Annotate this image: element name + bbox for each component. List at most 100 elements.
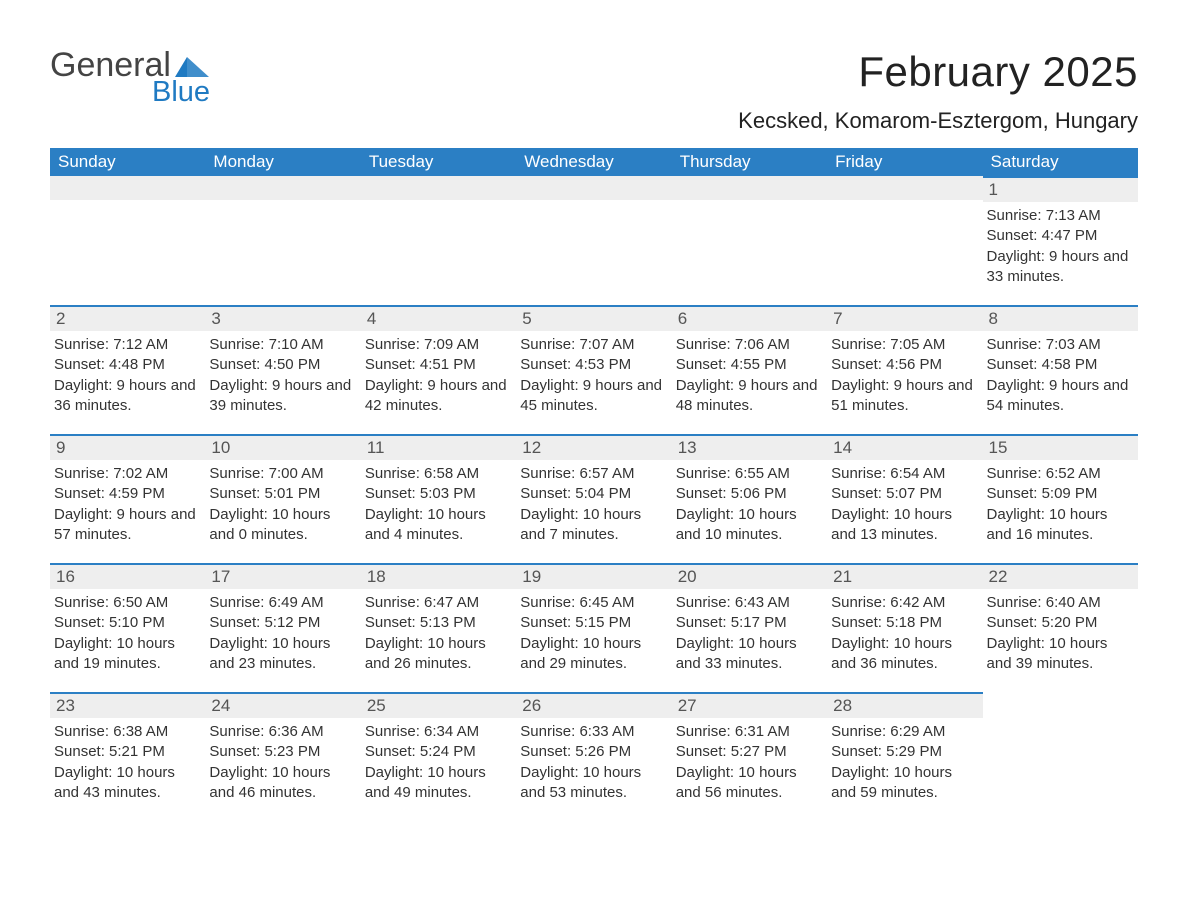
calendar-cell-data bbox=[205, 202, 360, 305]
calendar-cell-daynum: 19 bbox=[516, 563, 671, 589]
sunset-line: Sunset: 5:09 PM bbox=[987, 484, 1132, 504]
sunset-line: Sunset: 5:24 PM bbox=[365, 742, 510, 762]
calendar-cell-daynum: 16 bbox=[50, 563, 205, 589]
sunrise-line: Sunrise: 6:33 AM bbox=[520, 722, 665, 742]
sunrise-line: Sunrise: 6:55 AM bbox=[676, 464, 821, 484]
calendar-cell-daynum: 25 bbox=[361, 692, 516, 718]
day-number: 18 bbox=[361, 563, 516, 589]
weekday-header: Monday bbox=[205, 148, 360, 176]
day-number: 23 bbox=[50, 692, 205, 718]
day-number: 4 bbox=[361, 305, 516, 331]
calendar-cell-daynum bbox=[205, 176, 360, 202]
flag-icon bbox=[175, 53, 209, 77]
weekday-header: Friday bbox=[827, 148, 982, 176]
calendar-cell-data: Sunrise: 6:49 AMSunset: 5:12 PMDaylight:… bbox=[205, 589, 360, 692]
day-details bbox=[50, 202, 205, 302]
day-details: Sunrise: 6:49 AMSunset: 5:12 PMDaylight:… bbox=[205, 589, 360, 692]
day-number: 5 bbox=[516, 305, 671, 331]
sunset-line: Sunset: 5:07 PM bbox=[831, 484, 976, 504]
calendar-cell-data: Sunrise: 7:13 AMSunset: 4:47 PMDaylight:… bbox=[983, 202, 1138, 305]
day-number bbox=[983, 692, 1138, 696]
calendar-cell-data: Sunrise: 7:10 AMSunset: 4:50 PMDaylight:… bbox=[205, 331, 360, 434]
calendar-cell-data bbox=[672, 202, 827, 305]
day-details: Sunrise: 6:55 AMSunset: 5:06 PMDaylight:… bbox=[672, 460, 827, 563]
day-number: 11 bbox=[361, 434, 516, 460]
sunset-line: Sunset: 5:12 PM bbox=[209, 613, 354, 633]
day-details: Sunrise: 6:38 AMSunset: 5:21 PMDaylight:… bbox=[50, 718, 205, 821]
calendar-cell-data bbox=[827, 202, 982, 305]
calendar-cell-data: Sunrise: 6:52 AMSunset: 5:09 PMDaylight:… bbox=[983, 460, 1138, 563]
day-details: Sunrise: 6:31 AMSunset: 5:27 PMDaylight:… bbox=[672, 718, 827, 821]
calendar-cell-data: Sunrise: 7:02 AMSunset: 4:59 PMDaylight:… bbox=[50, 460, 205, 563]
daylight-line: Daylight: 10 hours and 4 minutes. bbox=[365, 505, 510, 546]
day-details bbox=[205, 202, 360, 302]
day-details: Sunrise: 7:10 AMSunset: 4:50 PMDaylight:… bbox=[205, 331, 360, 434]
daylight-line: Daylight: 9 hours and 42 minutes. bbox=[365, 376, 510, 417]
sunset-line: Sunset: 5:13 PM bbox=[365, 613, 510, 633]
day-details: Sunrise: 6:42 AMSunset: 5:18 PMDaylight:… bbox=[827, 589, 982, 692]
daylight-line: Daylight: 9 hours and 33 minutes. bbox=[987, 247, 1132, 288]
day-number bbox=[205, 176, 360, 200]
day-number: 6 bbox=[672, 305, 827, 331]
sunset-line: Sunset: 5:17 PM bbox=[676, 613, 821, 633]
sunset-line: Sunset: 4:56 PM bbox=[831, 355, 976, 375]
calendar-cell-data: Sunrise: 6:43 AMSunset: 5:17 PMDaylight:… bbox=[672, 589, 827, 692]
daylight-line: Daylight: 10 hours and 59 minutes. bbox=[831, 763, 976, 804]
day-number: 14 bbox=[827, 434, 982, 460]
sunrise-line: Sunrise: 6:54 AM bbox=[831, 464, 976, 484]
sunset-line: Sunset: 4:51 PM bbox=[365, 355, 510, 375]
day-details: Sunrise: 7:06 AMSunset: 4:55 PMDaylight:… bbox=[672, 331, 827, 434]
day-details: Sunrise: 6:57 AMSunset: 5:04 PMDaylight:… bbox=[516, 460, 671, 563]
day-number bbox=[361, 176, 516, 200]
daylight-line: Daylight: 10 hours and 53 minutes. bbox=[520, 763, 665, 804]
sunset-line: Sunset: 4:55 PM bbox=[676, 355, 821, 375]
sunrise-line: Sunrise: 7:06 AM bbox=[676, 335, 821, 355]
sunrise-line: Sunrise: 7:07 AM bbox=[520, 335, 665, 355]
calendar-cell-daynum: 24 bbox=[205, 692, 360, 718]
calendar-cell-daynum: 14 bbox=[827, 434, 982, 460]
calendar-cell-data: Sunrise: 6:50 AMSunset: 5:10 PMDaylight:… bbox=[50, 589, 205, 692]
day-number: 1 bbox=[983, 176, 1138, 202]
sunrise-line: Sunrise: 6:43 AM bbox=[676, 593, 821, 613]
calendar-cell-data: Sunrise: 7:09 AMSunset: 4:51 PMDaylight:… bbox=[361, 331, 516, 434]
calendar-table: SundayMondayTuesdayWednesdayThursdayFrid… bbox=[50, 148, 1138, 821]
calendar-cell-daynum: 12 bbox=[516, 434, 671, 460]
sunrise-line: Sunrise: 7:10 AM bbox=[209, 335, 354, 355]
calendar-cell-daynum: 5 bbox=[516, 305, 671, 331]
sunset-line: Sunset: 4:58 PM bbox=[987, 355, 1132, 375]
calendar-cell-data: Sunrise: 6:38 AMSunset: 5:21 PMDaylight:… bbox=[50, 718, 205, 821]
day-number: 8 bbox=[983, 305, 1138, 331]
day-details: Sunrise: 6:52 AMSunset: 5:09 PMDaylight:… bbox=[983, 460, 1138, 563]
day-details: Sunrise: 6:45 AMSunset: 5:15 PMDaylight:… bbox=[516, 589, 671, 692]
weekday-header: Sunday bbox=[50, 148, 205, 176]
calendar-cell-data: Sunrise: 6:31 AMSunset: 5:27 PMDaylight:… bbox=[672, 718, 827, 821]
daylight-line: Daylight: 10 hours and 13 minutes. bbox=[831, 505, 976, 546]
calendar-cell-data: Sunrise: 6:54 AMSunset: 5:07 PMDaylight:… bbox=[827, 460, 982, 563]
daylight-line: Daylight: 10 hours and 33 minutes. bbox=[676, 634, 821, 675]
calendar-cell-data: Sunrise: 6:45 AMSunset: 5:15 PMDaylight:… bbox=[516, 589, 671, 692]
day-number: 7 bbox=[827, 305, 982, 331]
sunset-line: Sunset: 4:48 PM bbox=[54, 355, 199, 375]
daylight-line: Daylight: 10 hours and 49 minutes. bbox=[365, 763, 510, 804]
calendar-cell-data: Sunrise: 6:36 AMSunset: 5:23 PMDaylight:… bbox=[205, 718, 360, 821]
sunrise-line: Sunrise: 6:38 AM bbox=[54, 722, 199, 742]
daylight-line: Daylight: 9 hours and 54 minutes. bbox=[987, 376, 1132, 417]
daylight-line: Daylight: 10 hours and 26 minutes. bbox=[365, 634, 510, 675]
day-number: 24 bbox=[205, 692, 360, 718]
daylight-line: Daylight: 9 hours and 51 minutes. bbox=[831, 376, 976, 417]
month-title: February 2025 bbox=[738, 48, 1138, 96]
sunset-line: Sunset: 5:15 PM bbox=[520, 613, 665, 633]
calendar-cell-daynum: 8 bbox=[983, 305, 1138, 331]
day-number: 28 bbox=[827, 692, 982, 718]
sunrise-line: Sunrise: 6:57 AM bbox=[520, 464, 665, 484]
day-number: 21 bbox=[827, 563, 982, 589]
day-number: 12 bbox=[516, 434, 671, 460]
day-details bbox=[516, 202, 671, 302]
calendar-cell-daynum: 2 bbox=[50, 305, 205, 331]
day-details: Sunrise: 7:12 AMSunset: 4:48 PMDaylight:… bbox=[50, 331, 205, 434]
daylight-line: Daylight: 10 hours and 36 minutes. bbox=[831, 634, 976, 675]
day-details: Sunrise: 6:29 AMSunset: 5:29 PMDaylight:… bbox=[827, 718, 982, 821]
day-details: Sunrise: 6:43 AMSunset: 5:17 PMDaylight:… bbox=[672, 589, 827, 692]
calendar-cell-data bbox=[516, 202, 671, 305]
calendar-cell-daynum: 26 bbox=[516, 692, 671, 718]
